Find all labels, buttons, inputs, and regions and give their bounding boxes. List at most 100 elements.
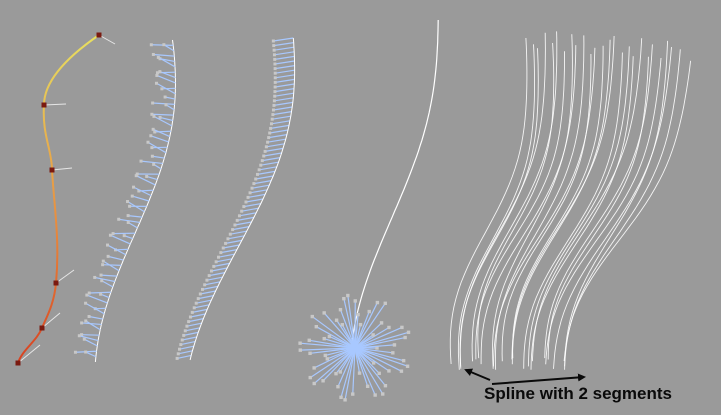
spline-with-vertices[interactable] xyxy=(15,32,116,366)
normal-line xyxy=(266,143,285,148)
hair-strand xyxy=(563,60,692,362)
normal-line xyxy=(180,341,196,346)
normal-line xyxy=(102,264,122,266)
normal-endpoint xyxy=(149,134,153,138)
root-normal-endpoint xyxy=(356,312,360,317)
normal-line xyxy=(79,335,99,342)
normal-line xyxy=(255,175,274,180)
root-normal xyxy=(354,347,376,396)
root-normal-endpoint xyxy=(406,330,411,335)
normal-endpoint xyxy=(194,301,198,305)
root-normal-endpoint xyxy=(377,371,381,376)
normal-endpoint xyxy=(175,356,179,360)
root-normal xyxy=(336,319,356,349)
normal-endpoint xyxy=(246,195,250,199)
root-normal xyxy=(325,347,356,357)
root-normal-endpoint xyxy=(342,296,346,301)
normal-endpoint xyxy=(228,232,232,236)
normal-endpoint xyxy=(111,232,115,236)
normal-endpoint xyxy=(271,108,275,112)
normal-endpoint xyxy=(250,186,254,190)
normal-endpoint xyxy=(134,174,138,178)
normal-endpoint xyxy=(151,52,155,56)
hair-strand xyxy=(527,46,630,367)
normal-line xyxy=(273,37,294,42)
normal-endpoint xyxy=(198,292,202,296)
root-normal xyxy=(354,344,395,349)
normal-endpoint xyxy=(248,191,252,195)
normal-line xyxy=(257,170,276,175)
normal-line xyxy=(81,322,102,326)
normal-line xyxy=(275,74,295,79)
hair-strand xyxy=(544,44,653,359)
normal-endpoint xyxy=(252,182,256,186)
normal-line xyxy=(133,186,152,197)
normal-line xyxy=(89,291,111,294)
normal-line xyxy=(185,327,201,332)
normal-endpoint xyxy=(77,334,81,338)
normal-line xyxy=(273,101,293,106)
normal-line xyxy=(140,160,163,165)
root-normal-endpoint xyxy=(358,322,363,327)
normal-line xyxy=(159,71,176,79)
root-normal-endpoint xyxy=(307,338,311,343)
normal-line xyxy=(249,189,268,194)
normal-endpoint xyxy=(128,204,132,208)
normal-endpoint xyxy=(99,292,103,296)
normal-line xyxy=(239,212,257,217)
normal-line xyxy=(275,83,295,88)
root-normal-endpoint xyxy=(383,301,387,305)
root-normal-endpoint xyxy=(391,351,395,355)
root-normal-endpoint xyxy=(334,371,338,376)
normal-line xyxy=(273,42,294,47)
hair-strand xyxy=(523,52,623,369)
root-normal xyxy=(354,336,406,349)
normal-line xyxy=(206,276,223,281)
hair-strand xyxy=(457,44,535,370)
normal-line xyxy=(158,56,176,68)
normal-line xyxy=(271,120,291,125)
normal-line xyxy=(94,276,115,283)
normal-endpoint xyxy=(149,43,153,47)
normal-endpoint xyxy=(273,57,277,61)
root-normal xyxy=(339,347,356,373)
normal-line xyxy=(146,175,158,181)
normal-line xyxy=(176,354,192,359)
root-normal xyxy=(354,347,361,374)
normal-line xyxy=(132,195,150,202)
caption-arrows xyxy=(464,368,586,385)
normal-line xyxy=(192,308,208,313)
normal-endpoint xyxy=(152,162,156,166)
normal-endpoint xyxy=(235,218,239,222)
normal-line xyxy=(209,272,225,277)
normal-endpoint xyxy=(273,62,277,66)
normal-endpoint xyxy=(106,254,110,258)
normal-line xyxy=(263,152,282,157)
arrow-right-icon xyxy=(491,373,586,385)
root-normal-endpoint xyxy=(392,343,397,347)
normal-endpoint xyxy=(272,44,276,48)
normal-endpoint xyxy=(126,220,130,224)
normal-endpoint xyxy=(237,214,241,218)
normal-line xyxy=(156,74,176,84)
normal-endpoint xyxy=(273,67,277,71)
root-normal-endpoint xyxy=(308,351,312,356)
hair-strand xyxy=(475,51,565,360)
tangent-handle xyxy=(17,344,41,364)
root-normal-endpoint xyxy=(312,366,316,370)
normal-line xyxy=(102,260,120,272)
root-normal-endpoint xyxy=(339,395,343,400)
normal-line xyxy=(182,336,197,341)
root-normal xyxy=(354,322,382,349)
normal-line xyxy=(200,290,216,295)
normal-line xyxy=(260,161,279,166)
normal-line xyxy=(232,226,250,231)
normal-line xyxy=(273,106,293,111)
normal-endpoint xyxy=(224,241,228,245)
hair-strand xyxy=(564,40,669,370)
normal-endpoint xyxy=(145,174,149,178)
normal-endpoint xyxy=(126,200,130,204)
normal-endpoint xyxy=(158,70,162,74)
normal-line xyxy=(274,88,295,93)
